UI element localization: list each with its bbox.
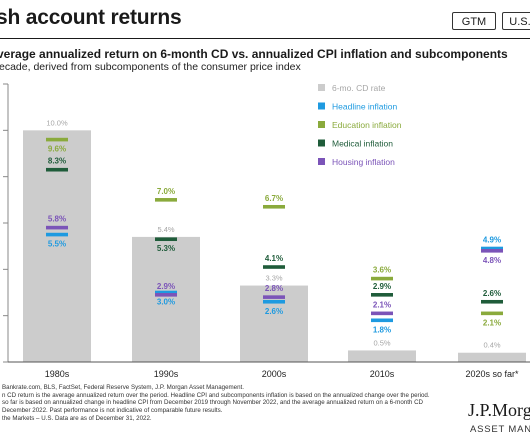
inflation-marker xyxy=(263,295,285,299)
cd-bar-label: 3.3% xyxy=(265,274,282,283)
page-title: sh account returns xyxy=(0,6,182,29)
cd-bar-label: 0.5% xyxy=(373,338,390,347)
inflation-marker xyxy=(46,137,68,142)
chart-subtitle: ecade, derived from subcomponents of the… xyxy=(0,61,301,73)
inflation-label: 6.7% xyxy=(265,194,283,203)
legend-label: Education inflation xyxy=(332,120,402,130)
inflation-marker xyxy=(371,318,393,323)
inflation-label: 8.3% xyxy=(48,157,66,166)
legend-swatch xyxy=(318,102,325,110)
inflation-label: 3.6% xyxy=(373,266,391,275)
inflation-label: 2.6% xyxy=(265,307,283,316)
inflation-marker xyxy=(46,167,68,172)
inflation-label: 4.8% xyxy=(483,256,501,265)
inflation-marker xyxy=(263,265,285,269)
inflation-label: 5.5% xyxy=(48,240,66,249)
legend-label: Medical inflation xyxy=(332,139,393,149)
inflation-marker xyxy=(371,276,393,281)
inflation-marker xyxy=(481,299,503,304)
inflation-label: 2.8% xyxy=(265,284,283,293)
inflation-label: 2.9% xyxy=(157,282,175,291)
cd-bar xyxy=(458,352,526,362)
legend-label: Housing inflation xyxy=(332,157,395,167)
inflation-label: 2.6% xyxy=(483,289,501,298)
legend-swatch xyxy=(318,139,325,147)
brand-subtitle: ASSET MANAGE xyxy=(470,424,530,435)
cd-bar-label: 0.4% xyxy=(483,341,500,350)
gtm-tag: GTM xyxy=(452,12,496,30)
chart-title: verage annualized return on 6-month CD v… xyxy=(0,47,508,61)
inflation-marker xyxy=(481,249,503,253)
header-divider xyxy=(0,38,530,39)
inflation-marker xyxy=(155,293,177,297)
inflation-marker xyxy=(155,290,177,295)
inflation-label: 7.0% xyxy=(157,187,175,196)
region-tag: U.S. xyxy=(502,12,530,30)
inflation-marker xyxy=(263,299,285,304)
inflation-marker xyxy=(263,204,285,209)
inflation-marker xyxy=(371,293,393,297)
inflation-marker xyxy=(481,311,503,316)
inflation-label: 2.1% xyxy=(483,318,501,327)
inflation-label: 9.6% xyxy=(48,145,66,154)
inflation-label: 5.8% xyxy=(48,215,66,224)
x-tick-label: 2010s xyxy=(370,369,395,379)
footnote-line: n CD return is the average annualized re… xyxy=(2,391,430,399)
inflation-label: 3.0% xyxy=(157,298,175,307)
x-tick-label: 1980s xyxy=(45,369,70,379)
legend-swatch xyxy=(318,84,325,91)
cd-bar-label: 5.4% xyxy=(157,225,174,234)
legend-label: Headline inflation xyxy=(332,102,397,112)
inflation-label: 1.8% xyxy=(373,325,391,334)
inflation-label: 4.9% xyxy=(483,235,501,244)
inflation-marker xyxy=(46,225,68,230)
inflation-marker xyxy=(46,232,68,237)
x-tick-label: 2020s so far* xyxy=(465,369,519,379)
chart-area: 10.0% 5.4% 3.3% 0.5% 0.4% 1980s 1990s 2000s 2010… xyxy=(3,83,530,379)
legend-swatch xyxy=(318,121,325,128)
inflation-label: 2.9% xyxy=(373,282,391,291)
footnote-line: December 2022. Past performance is not i… xyxy=(2,407,223,415)
footnote-line: Bankrate.com, BLS, FactSet, Federal Rese… xyxy=(2,384,244,391)
inflation-marker xyxy=(155,198,177,202)
inflation-marker xyxy=(481,246,503,251)
x-tick-label: 1990s xyxy=(154,369,179,379)
brand-logo: J.P.Morg xyxy=(468,400,530,420)
legend-label: 6-mo. CD rate xyxy=(332,83,386,93)
footnote-line: so far is based on annualized change in … xyxy=(2,399,424,407)
cd-bar-label: 10.0% xyxy=(46,118,68,127)
inflation-marker xyxy=(371,311,393,316)
footnote-line: the Markets – U.S. Data are as of Decemb… xyxy=(2,414,152,422)
inflation-label: 5.3% xyxy=(157,244,175,253)
x-tick-label: 2000s xyxy=(262,369,287,379)
legend-swatch xyxy=(318,158,325,165)
inflation-label: 2.1% xyxy=(373,300,391,309)
cd-bar xyxy=(348,350,416,362)
inflation-label: 4.1% xyxy=(265,254,283,263)
footnotes: Bankrate.com, BLS, FactSet, Federal Rese… xyxy=(2,384,462,423)
inflation-marker xyxy=(155,237,177,242)
cd-bar xyxy=(132,236,200,362)
